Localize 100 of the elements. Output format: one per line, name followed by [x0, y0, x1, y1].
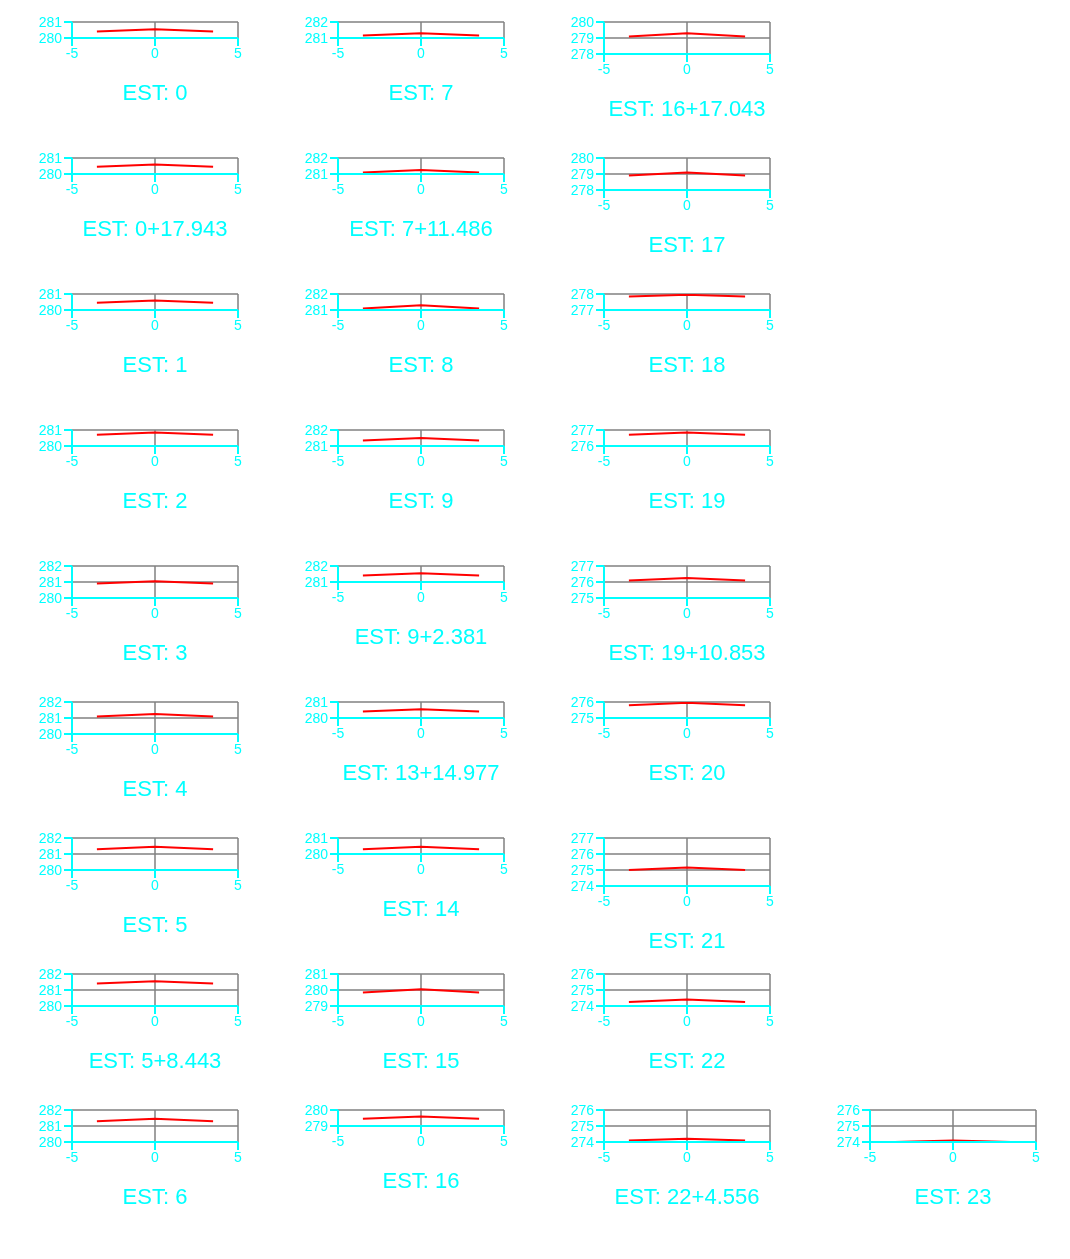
x-tick-label: 0 [417, 860, 426, 877]
x-tick-label: 5 [500, 588, 509, 605]
y-tick-label: 274 [570, 877, 595, 894]
x-tick-label: -5 [331, 860, 345, 877]
x-tick-label: -5 [65, 44, 79, 61]
x-tick-label: 0 [683, 316, 692, 333]
x-tick-label: 5 [766, 724, 775, 741]
x-tick-label: -5 [65, 1148, 79, 1165]
text: EST: 1 [121, 352, 189, 378]
x-tick-label: -5 [331, 316, 345, 333]
y-tick-label: 280 [38, 301, 63, 318]
y-tick-label: 281 [38, 421, 63, 438]
y-tick-label: 281 [304, 437, 329, 454]
x-tick-label: 5 [500, 44, 509, 61]
x-tick-label: 0 [683, 892, 692, 909]
y-tick-label: 280 [570, 13, 595, 30]
y-tick-label: 276 [570, 845, 595, 862]
y-tick-label: 277 [570, 557, 595, 574]
x-tick-label: -5 [331, 1132, 345, 1149]
x-tick-label: -5 [597, 1012, 611, 1029]
x-tick-label: -5 [597, 604, 611, 621]
x-tick-label: 0 [151, 44, 160, 61]
x-tick-label: 5 [1032, 1148, 1041, 1165]
y-tick-label: 280 [38, 997, 63, 1014]
y-tick-label: 281 [38, 13, 63, 30]
y-tick-label: 274 [836, 1133, 861, 1150]
text: EST: 7 [387, 80, 455, 106]
x-tick-label: 0 [683, 60, 692, 77]
x-tick-label: 0 [151, 1012, 160, 1029]
text: EST: 5 [121, 912, 189, 938]
text: EST: 21 [647, 928, 727, 954]
x-tick-label: 0 [151, 180, 160, 197]
y-tick-label: 281 [38, 845, 63, 862]
x-tick-label: -5 [65, 740, 79, 757]
x-tick-label: 0 [417, 452, 426, 469]
y-tick-label: 282 [38, 1101, 63, 1118]
y-tick-label: 276 [570, 437, 595, 454]
y-tick-label: 281 [304, 301, 329, 318]
x-tick-label: 5 [500, 452, 509, 469]
y-tick-label: 281 [304, 829, 329, 846]
text: EST: 4 [121, 776, 189, 802]
x-tick-label: 5 [234, 452, 243, 469]
text: EST: 23 [913, 1184, 993, 1210]
x-tick-label: 0 [417, 316, 426, 333]
x-tick-label: 0 [417, 180, 426, 197]
x-tick-label: -5 [597, 60, 611, 77]
x-tick-label: 0 [417, 1012, 426, 1029]
x-tick-label: 5 [500, 860, 509, 877]
y-tick-label: 279 [570, 165, 595, 182]
y-tick-label: 280 [304, 981, 329, 998]
x-tick-label: 5 [500, 316, 509, 333]
y-tick-label: 275 [570, 709, 595, 726]
y-tick-label: 280 [38, 437, 63, 454]
x-tick-label: -5 [65, 604, 79, 621]
y-tick-label: 275 [836, 1117, 861, 1134]
y-tick-label: 276 [570, 573, 595, 590]
y-tick-label: 282 [304, 285, 329, 302]
y-tick-label: 280 [38, 1133, 63, 1150]
y-tick-label: 280 [38, 165, 63, 182]
y-tick-label: 282 [304, 421, 329, 438]
x-tick-label: -5 [331, 452, 345, 469]
x-tick-label: 0 [683, 196, 692, 213]
x-tick-label: 5 [766, 60, 775, 77]
x-tick-label: 5 [500, 724, 509, 741]
y-tick-label: 281 [304, 29, 329, 46]
y-tick-label: 279 [304, 997, 329, 1014]
y-tick-label: 281 [304, 965, 329, 982]
x-tick-label: -5 [331, 724, 345, 741]
y-tick-label: 275 [570, 589, 595, 606]
x-tick-label: 0 [417, 44, 426, 61]
x-tick-label: 5 [766, 196, 775, 213]
y-tick-label: 281 [38, 709, 63, 726]
y-tick-label: 281 [304, 165, 329, 182]
y-tick-label: 274 [570, 997, 595, 1014]
x-tick-label: 5 [500, 1012, 509, 1029]
y-tick-label: 281 [304, 573, 329, 590]
text: EST: 9+2.381 [353, 624, 489, 650]
text: EST: 8 [387, 352, 455, 378]
y-tick-label: 281 [38, 981, 63, 998]
x-tick-label: 5 [234, 316, 243, 333]
text: EST: 13+14.977 [341, 760, 501, 786]
y-tick-label: 282 [38, 693, 63, 710]
y-tick-label: 280 [38, 589, 63, 606]
y-tick-label: 281 [38, 285, 63, 302]
y-tick-label: 281 [38, 573, 63, 590]
y-tick-label: 280 [570, 149, 595, 166]
text: EST: 19 [647, 488, 727, 514]
y-tick-label: 276 [570, 693, 595, 710]
x-tick-label: 0 [151, 316, 160, 333]
y-tick-label: 282 [304, 13, 329, 30]
text: EST: 2 [121, 488, 189, 514]
x-tick-label: 5 [766, 604, 775, 621]
x-tick-label: 5 [766, 452, 775, 469]
x-tick-label: -5 [597, 892, 611, 909]
x-tick-label: 0 [683, 604, 692, 621]
text: EST: 0 [121, 80, 189, 106]
y-tick-label: 279 [570, 29, 595, 46]
y-tick-label: 280 [304, 845, 329, 862]
y-tick-label: 278 [570, 45, 595, 62]
y-tick-label: 278 [570, 285, 595, 302]
